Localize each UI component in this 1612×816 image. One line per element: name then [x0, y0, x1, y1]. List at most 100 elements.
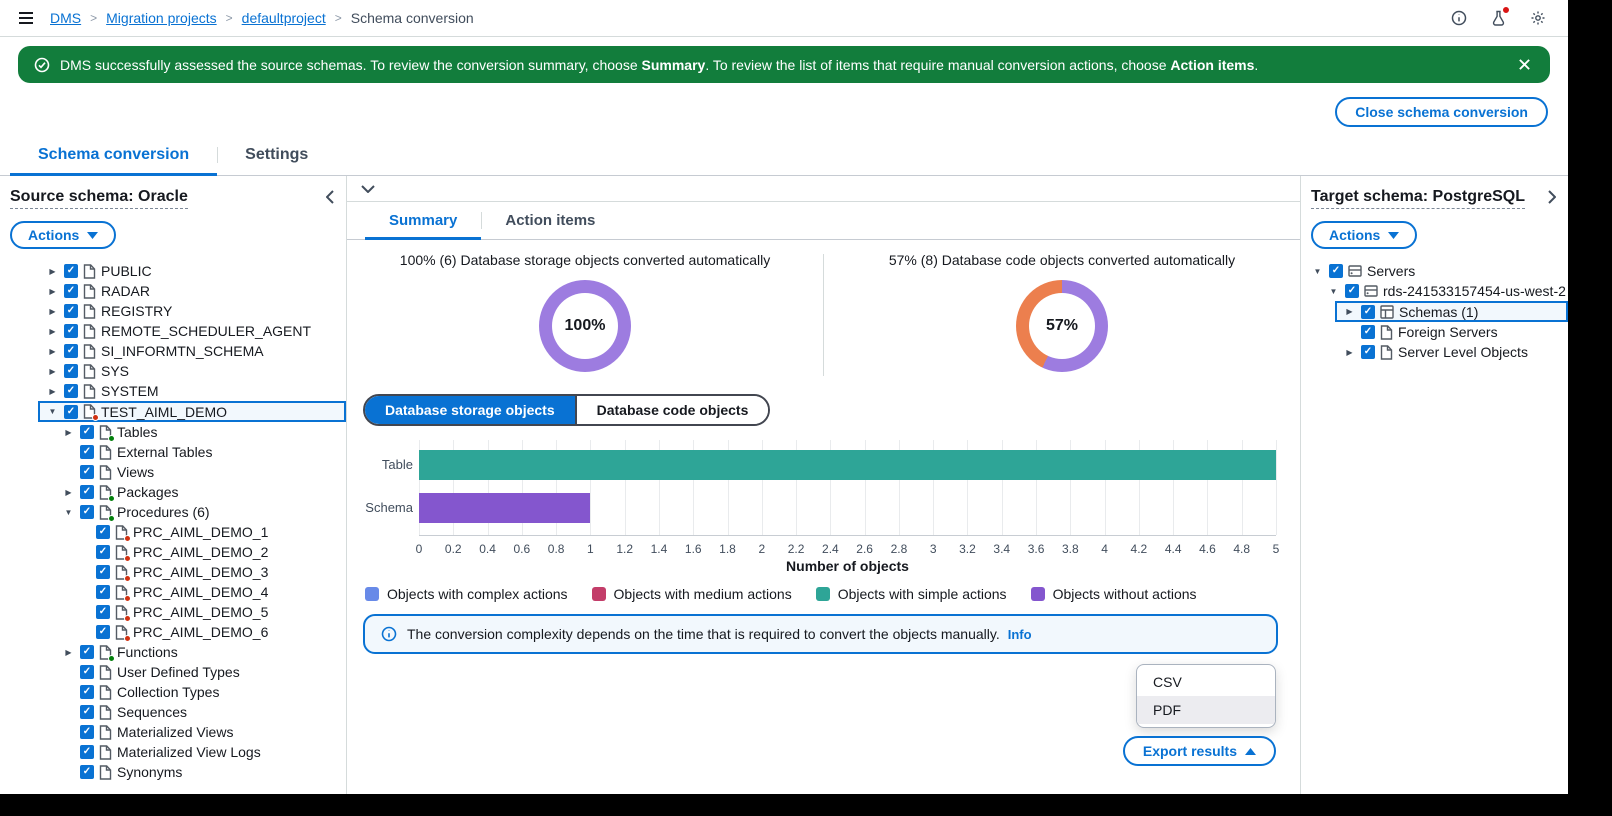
banner-close-icon[interactable]	[1515, 55, 1534, 74]
target-actions-button[interactable]: Actions	[1311, 221, 1418, 249]
export-results-button[interactable]: Export results	[1122, 736, 1276, 766]
breadcrumb-dms[interactable]: DMS	[50, 10, 82, 26]
tree-checkbox[interactable]: ✓	[80, 765, 94, 779]
tab-schema-conversion[interactable]: Schema conversion	[10, 135, 218, 176]
tree-expanded-icon[interactable]: ▼	[1313, 266, 1322, 276]
tree-item-sys[interactable]: ▶ ✓ SYS	[0, 361, 346, 381]
tree-checkbox[interactable]: ✓	[1361, 325, 1375, 339]
segment-database-storage-objects[interactable]: Database storage objects	[365, 396, 575, 424]
export-option-pdf[interactable]: PDF	[1137, 696, 1275, 724]
tree-item-functions[interactable]: ▶ ✓ Functions	[0, 642, 346, 662]
tree-item-test-aiml-demo[interactable]: ▼ ✓ TEST_AIML_DEMO	[38, 401, 346, 422]
tree-checkbox[interactable]: ✓	[80, 645, 94, 659]
tree-collapsed-icon[interactable]: ▶	[65, 427, 72, 437]
close-schema-conversion-button[interactable]: Close schema conversion	[1335, 97, 1548, 127]
tree-checkbox[interactable]: ✓	[96, 585, 110, 599]
tree-item-procedures-6[interactable]: ▼ ✓ Procedures (6)	[0, 502, 346, 522]
tree-item-user-defined-types[interactable]: ✓ User Defined Types	[0, 662, 346, 682]
collapse-source-panel-icon[interactable]	[324, 188, 336, 206]
tree-checkbox[interactable]: ✓	[64, 344, 78, 358]
tree-item-prc-aiml-demo-5[interactable]: ✓ PRC_AIML_DEMO_5	[0, 602, 346, 622]
tree-checkbox[interactable]: ✓	[1361, 345, 1375, 359]
tree-checkbox[interactable]: ✓	[80, 445, 94, 459]
tree-item-radar[interactable]: ▶ ✓ RADAR	[0, 281, 346, 301]
tree-checkbox[interactable]: ✓	[96, 625, 110, 639]
segment-database-code-objects[interactable]: Database code objects	[574, 396, 769, 424]
tree-item-servers[interactable]: ▼ ✓ Servers	[1301, 261, 1568, 281]
expand-target-panel-icon[interactable]	[1546, 188, 1558, 206]
info-link[interactable]: Info	[1007, 627, 1032, 642]
tree-checkbox[interactable]: ✓	[80, 745, 94, 759]
notifications-icon[interactable]	[1491, 6, 1510, 26]
tree-item-materialized-view-logs[interactable]: ✓ Materialized View Logs	[0, 742, 346, 762]
tree-item-external-tables[interactable]: ✓ External Tables	[0, 442, 346, 462]
tree-checkbox[interactable]: ✓	[1329, 264, 1343, 278]
tree-expanded-icon[interactable]: ▼	[1329, 286, 1338, 296]
tree-collapsed-icon[interactable]: ▶	[1346, 347, 1353, 357]
settings-icon[interactable]	[1530, 10, 1546, 26]
tree-checkbox[interactable]: ✓	[80, 725, 94, 739]
tree-item-collection-types[interactable]: ✓ Collection Types	[0, 682, 346, 702]
tab-action-items[interactable]: Action items	[481, 202, 619, 239]
tree-checkbox[interactable]: ✓	[80, 465, 94, 479]
tree-collapsed-icon[interactable]: ▶	[49, 386, 56, 396]
tree-checkbox[interactable]: ✓	[80, 485, 94, 499]
info-icon[interactable]	[1451, 10, 1467, 26]
tree-checkbox[interactable]: ✓	[1345, 284, 1359, 298]
tree-item-packages[interactable]: ▶ ✓ Packages	[0, 482, 346, 502]
source-actions-button[interactable]: Actions	[10, 221, 117, 249]
tree-collapsed-icon[interactable]: ▶	[49, 266, 56, 276]
export-option-csv[interactable]: CSV	[1153, 674, 1182, 690]
tree-checkbox[interactable]: ✓	[80, 705, 94, 719]
tree-checkbox[interactable]: ✓	[80, 685, 94, 699]
tree-item-prc-aiml-demo-1[interactable]: ✓ PRC_AIML_DEMO_1	[0, 522, 346, 542]
breadcrumb-migration-projects[interactable]: Migration projects	[106, 10, 217, 26]
tree-checkbox[interactable]: ✓	[96, 545, 110, 559]
tree-item-prc-aiml-demo-2[interactable]: ✓ PRC_AIML_DEMO_2	[0, 542, 346, 562]
tree-expanded-icon[interactable]: ▼	[64, 507, 73, 517]
tree-item-materialized-views[interactable]: ✓ Materialized Views	[0, 722, 346, 742]
tree-checkbox[interactable]: ✓	[64, 324, 78, 338]
tree-checkbox[interactable]: ✓	[64, 304, 78, 318]
tab-summary[interactable]: Summary	[365, 202, 482, 240]
tree-checkbox[interactable]: ✓	[64, 384, 78, 398]
tree-collapsed-icon[interactable]: ▶	[49, 286, 56, 296]
tree-item-views[interactable]: ✓ Views	[0, 462, 346, 482]
tab-settings[interactable]: Settings	[217, 135, 336, 175]
tree-item-registry[interactable]: ▶ ✓ REGISTRY	[0, 301, 346, 321]
tree-collapsed-icon[interactable]: ▶	[65, 487, 72, 497]
tree-item-public[interactable]: ▶ ✓ PUBLIC	[0, 261, 346, 281]
tree-collapsed-icon[interactable]: ▶	[49, 346, 56, 356]
tree-checkbox[interactable]: ✓	[1361, 304, 1375, 319]
tree-item-server-level-objects[interactable]: ▶ ✓ Server Level Objects	[1301, 342, 1568, 362]
tree-item-synonyms[interactable]: ✓ Synonyms	[0, 762, 346, 782]
tree-item-remote-scheduler-agent[interactable]: ▶ ✓ REMOTE_SCHEDULER_AGENT	[0, 321, 346, 341]
tree-checkbox[interactable]: ✓	[96, 605, 110, 619]
tree-checkbox[interactable]: ✓	[64, 284, 78, 298]
tree-item-prc-aiml-demo-3[interactable]: ✓ PRC_AIML_DEMO_3	[0, 562, 346, 582]
tree-collapsed-icon[interactable]: ▶	[49, 326, 56, 336]
tree-collapsed-icon[interactable]: ▶	[1346, 307, 1353, 316]
tree-checkbox[interactable]: ✓	[64, 404, 78, 419]
tree-item-tables[interactable]: ▶ ✓ Tables	[0, 422, 346, 442]
tree-item-rds-241533157454-us-west-2[interactable]: ▼ ✓ rds-241533157454-us-west-2	[1301, 281, 1568, 301]
menu-icon[interactable]	[16, 9, 36, 27]
tree-item-schemas-1[interactable]: ▶ ✓ Schemas (1)	[1335, 301, 1568, 322]
tree-item-prc-aiml-demo-6[interactable]: ✓ PRC_AIML_DEMO_6	[0, 622, 346, 642]
tree-checkbox[interactable]: ✓	[80, 425, 94, 439]
tree-collapsed-icon[interactable]: ▶	[65, 647, 72, 657]
tree-item-system[interactable]: ▶ ✓ SYSTEM	[0, 381, 346, 401]
tree-item-foreign-servers[interactable]: ✓ Foreign Servers	[1301, 322, 1568, 342]
tree-collapsed-icon[interactable]: ▶	[49, 366, 56, 376]
tree-checkbox[interactable]: ✓	[80, 505, 94, 519]
tree-checkbox[interactable]: ✓	[80, 665, 94, 679]
tree-checkbox[interactable]: ✓	[96, 525, 110, 539]
tree-collapsed-icon[interactable]: ▶	[49, 306, 56, 316]
breadcrumb-defaultproject[interactable]: defaultproject	[241, 10, 326, 26]
tree-checkbox[interactable]: ✓	[64, 264, 78, 278]
tree-checkbox[interactable]: ✓	[96, 565, 110, 579]
tree-expanded-icon[interactable]: ▼	[48, 407, 57, 416]
collapse-summary-icon[interactable]	[359, 183, 377, 195]
tree-checkbox[interactable]: ✓	[64, 364, 78, 378]
tree-item-prc-aiml-demo-4[interactable]: ✓ PRC_AIML_DEMO_4	[0, 582, 346, 602]
